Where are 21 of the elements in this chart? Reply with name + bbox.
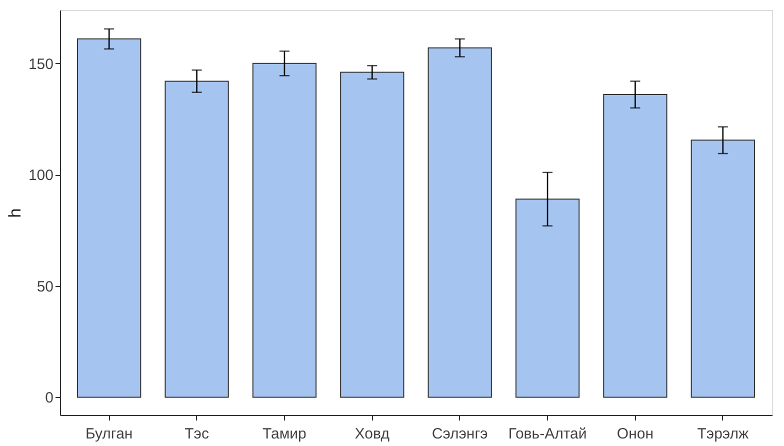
x-tick-label: Онон	[616, 426, 654, 442]
x-tick-label: Говь-Алтай	[508, 426, 587, 442]
y-tick-label: 50	[36, 278, 54, 296]
bar	[164, 80, 229, 398]
x-tick-label: Тэрэлж	[697, 426, 749, 442]
bar	[428, 47, 492, 398]
y-tick-label: 0	[45, 390, 54, 407]
x-tick-label: Сэлэнгэ	[432, 426, 488, 442]
bar	[515, 198, 580, 398]
y-tick-label: 150	[28, 56, 54, 73]
bar	[603, 94, 668, 398]
bar	[77, 38, 142, 398]
x-tick-label: Тамир	[262, 426, 306, 442]
bar	[690, 140, 755, 398]
x-tick-label: Тэс	[184, 426, 210, 442]
x-tick-label: Ховд	[354, 426, 390, 442]
bar	[340, 72, 404, 398]
y-tick-label: 100	[28, 167, 54, 184]
y-axis-title: h	[5, 208, 24, 218]
x-tick-label: Булган	[85, 426, 133, 442]
bar	[252, 62, 317, 398]
